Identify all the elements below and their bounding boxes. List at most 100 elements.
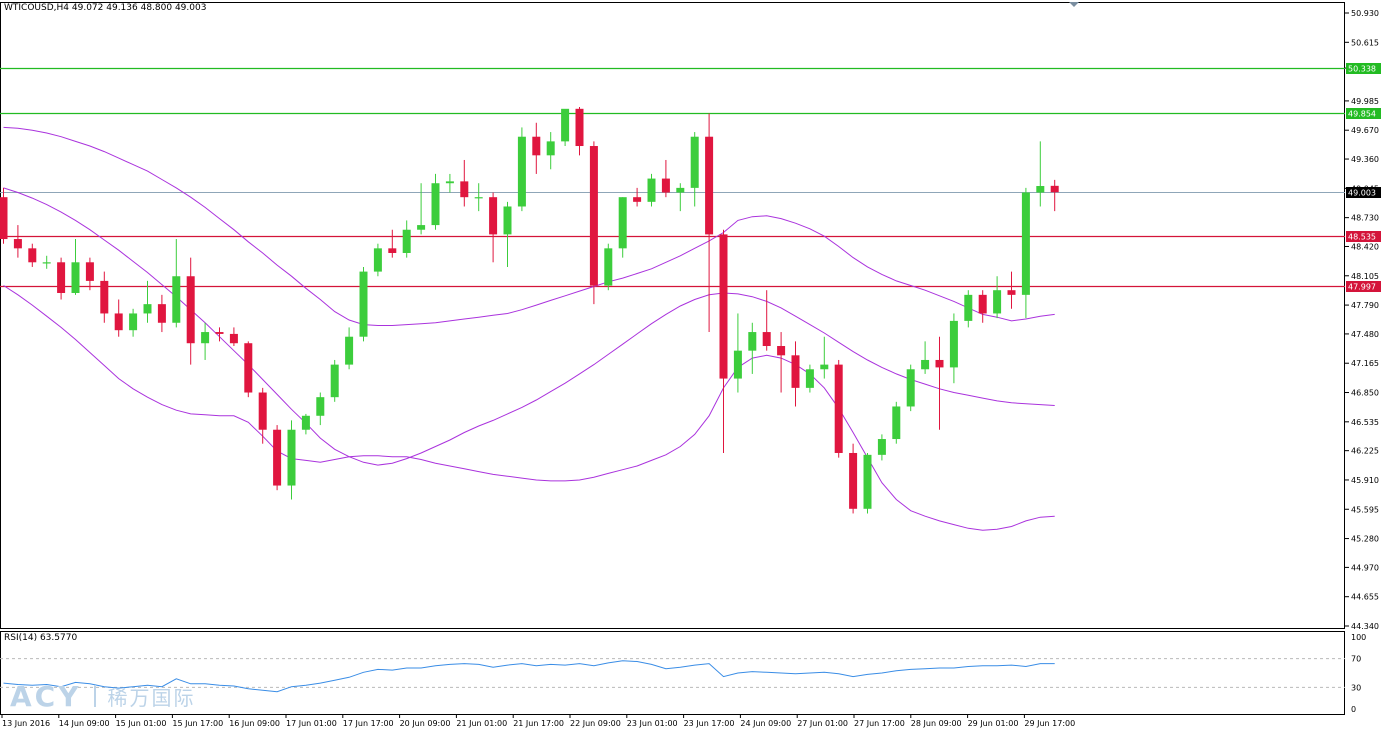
candle-bull: [330, 364, 339, 398]
y-tick-label: 48.105: [1351, 272, 1379, 281]
y-tick-label: 47.790: [1351, 301, 1379, 310]
candle-bear: [791, 355, 800, 388]
bollinger-lower-line: [3, 285, 1055, 531]
candle-bear: [849, 452, 858, 509]
y-tick-label: 46.850: [1351, 389, 1379, 398]
candle-bull: [402, 229, 411, 253]
y-tick-label: 48.420: [1351, 242, 1379, 251]
bollinger-upper-line: [3, 126, 1055, 326]
x-tick-label: 23 Jun 01:00: [627, 719, 678, 728]
candle-bull: [906, 369, 915, 407]
candle-bull: [604, 248, 613, 286]
candle-bear: [85, 262, 94, 281]
x-tick-label: 23 Jun 17:00: [684, 719, 735, 728]
candle-bear: [633, 197, 642, 202]
y-tick-label: 47.480: [1351, 330, 1379, 339]
y-tick-label: 49.670: [1351, 126, 1379, 135]
y-tick-label: 49.360: [1351, 155, 1379, 164]
candle-bull: [359, 271, 368, 337]
x-tick-label: 15 Jun 01:00: [116, 719, 167, 728]
level-tag-label: 50.338: [1348, 65, 1376, 74]
y-tick-label: 50.615: [1351, 38, 1379, 47]
y-tick-label: 50.930: [1351, 9, 1379, 18]
candle-bear: [978, 294, 987, 314]
candle-bull: [618, 197, 627, 249]
chart-shift-marker: [1069, 2, 1079, 7]
candle-bear: [1050, 185, 1059, 193]
y-tick-label: 45.595: [1351, 505, 1379, 514]
x-tick-label: 15 Jun 17:00: [172, 719, 223, 728]
candle-bear: [229, 333, 238, 344]
y-tick-label: 44.970: [1351, 563, 1379, 572]
candle-bull: [949, 320, 958, 368]
x-tick-label: 17 Jun 01:00: [286, 719, 337, 728]
rsi-pane-frame: [0, 631, 1345, 715]
candle-bear: [1007, 290, 1016, 295]
candle-bull: [964, 294, 973, 321]
candle-bear: [244, 343, 253, 393]
candle-bull: [287, 429, 296, 486]
current-price-tag-label: 49.003: [1348, 189, 1376, 198]
candle-bull: [42, 262, 51, 264]
candle-bull: [546, 141, 555, 156]
candle-bull: [316, 397, 325, 416]
level-tag-bg: [1346, 63, 1381, 74]
x-tick-label: 20 Jun 09:00: [400, 719, 451, 728]
main-pane-frame: [0, 2, 1345, 629]
candle-bear: [719, 234, 728, 379]
symbol-label: WTICOUSD,H4: [4, 3, 70, 13]
x-tick-label: 29 Jun 17:00: [1024, 719, 1075, 728]
x-tick-label: 27 Jun 17:00: [854, 719, 905, 728]
candle-bear: [157, 304, 166, 323]
y-tick-label: 48.730: [1351, 214, 1379, 223]
candle-bear: [575, 108, 584, 147]
candle-bear: [388, 248, 397, 253]
candle-bull: [474, 197, 483, 199]
rsi-y-tick-label: 70: [1351, 655, 1361, 664]
candle-bear: [661, 178, 670, 193]
x-tick-label: 16 Jun 09:00: [229, 719, 280, 728]
candle-bull: [863, 454, 872, 509]
candle-bear: [100, 280, 109, 314]
candle-bull: [921, 359, 930, 370]
candle-bear: [460, 181, 469, 198]
x-tick-label: 14 Jun 09:00: [59, 719, 110, 728]
candle-bull: [690, 136, 699, 188]
x-tick-label: 29 Jun 01:00: [968, 719, 1019, 728]
rsi-y-tick-label: 30: [1351, 683, 1361, 692]
current-price-tag-bg: [1346, 187, 1381, 198]
candle-bull: [892, 406, 901, 440]
level-tag-bg: [1346, 231, 1381, 242]
y-tick-label: 44.340: [1351, 622, 1379, 631]
candle-bull: [561, 108, 570, 142]
candle-bull: [1021, 192, 1030, 295]
candle-bear: [489, 197, 498, 235]
y-tick-label: 46.225: [1351, 447, 1379, 456]
level-tag-bg: [1346, 108, 1381, 119]
candle-bear: [215, 332, 224, 334]
y-tick-label: 45.910: [1351, 476, 1379, 485]
y-tick-label: 49.985: [1351, 97, 1379, 106]
candle-bull: [748, 332, 757, 351]
level-tag-label: 47.997: [1348, 283, 1376, 292]
x-tick-label: 27 Jun 01:00: [797, 719, 848, 728]
candle-bear: [777, 346, 786, 356]
candle-bull: [877, 439, 886, 455]
candle-bear: [114, 313, 123, 331]
candle-bull: [647, 178, 656, 202]
y-tick-label: 45.280: [1351, 535, 1379, 544]
y-tick-label: 44.655: [1351, 593, 1379, 602]
candle-bull: [431, 183, 440, 226]
level-tag-bg: [1346, 281, 1381, 292]
candle-bull: [445, 181, 454, 184]
y-tick-label: 47.165: [1351, 359, 1379, 368]
candle-bull: [201, 332, 210, 344]
candle-bear: [0, 197, 8, 240]
candle-bull: [345, 336, 354, 365]
symbol-header: WTICOUSD,H4 49.072 49.136 48.800 49.003: [4, 3, 206, 13]
rsi-line: [3, 660, 1055, 693]
x-tick-label: 24 Jun 09:00: [740, 719, 791, 728]
candle-bear: [273, 429, 282, 486]
